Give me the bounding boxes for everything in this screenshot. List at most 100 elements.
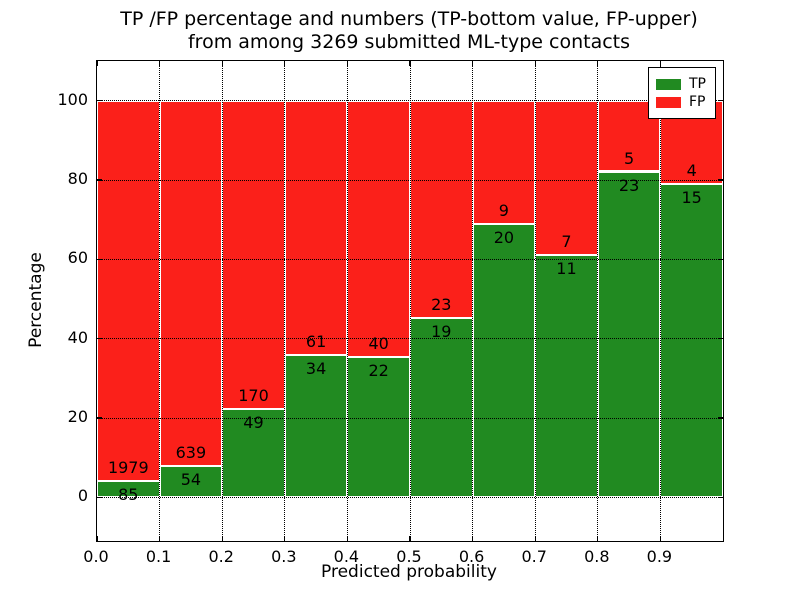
chart-title-line1: TP /FP percentage and numbers (TP-bottom…: [120, 8, 698, 30]
tp-count-label: 11: [556, 258, 577, 278]
horizontal-gridline: [97, 496, 723, 498]
x-tick-label: 0.7: [521, 547, 547, 566]
x-tick-label: 0.8: [584, 547, 610, 566]
vertical-gridline: [659, 61, 661, 541]
y-tick-label: 80: [67, 169, 88, 188]
legend-swatch-tp: [656, 78, 681, 90]
bar-fp-segment: [222, 100, 285, 409]
vertical-gridline: [534, 61, 536, 541]
y-tick-mark: [97, 100, 102, 102]
bar-tp-segment: [597, 171, 661, 498]
x-tick-mark: [534, 536, 536, 541]
x-tick-mark: [221, 61, 223, 66]
y-tick-mark: [718, 100, 723, 102]
y-tick-mark: [97, 496, 102, 498]
vertical-gridline: [597, 61, 599, 541]
bar-tp-segment: [284, 355, 348, 498]
chart-title-line2: from among 3269 submitted ML-type contac…: [187, 31, 631, 53]
vertical-gridline: [221, 61, 223, 541]
bar-fp-segment: [347, 100, 410, 357]
x-tick-label: 0.0: [83, 547, 109, 566]
y-tick-mark: [97, 417, 102, 419]
bar-fp-segment: [97, 100, 160, 481]
x-tick-mark: [346, 536, 349, 541]
y-tick-label: 60: [67, 248, 88, 268]
plot-area: 1979 85 639 54 170 49 61 34 40 22 23 19 9 20 7 11 5 23 4 15…: [96, 60, 724, 542]
tp-count-label: 85: [118, 485, 139, 505]
x-tick-label: 0.3: [271, 547, 297, 566]
fp-count-label: 7: [561, 231, 572, 251]
tp-count-label: 34: [305, 359, 327, 379]
fp-count-label: 9: [498, 200, 509, 220]
x-tick-mark: [346, 61, 349, 66]
bar-tp-segment: [159, 466, 223, 498]
bar-tp-segment: [535, 254, 598, 498]
bar-tp-segment: [472, 223, 536, 498]
x-axis-label: Predicted probability: [321, 562, 497, 582]
y-tick-label: 20: [67, 407, 88, 427]
vertical-gridline: [346, 61, 348, 541]
legend-label: FP: [689, 94, 706, 110]
x-tick-mark: [158, 61, 161, 66]
y-tick-mark: [718, 496, 723, 498]
tp-count-label: 19: [431, 321, 452, 341]
fp-count-label: 1979: [107, 458, 149, 478]
x-tick-label: 0.5: [396, 547, 422, 566]
y-tick-mark: [718, 338, 723, 340]
tp-count-label: 20: [493, 227, 515, 247]
y-tick-mark: [718, 417, 723, 419]
x-tick-label: 0.6: [458, 547, 485, 566]
x-tick-mark: [471, 61, 474, 66]
y-tick-mark: [97, 258, 102, 260]
vertical-gridline: [284, 61, 286, 541]
horizontal-gridline: [97, 338, 723, 340]
tp-count-label: 54: [180, 470, 202, 490]
x-tick-mark: [158, 536, 161, 541]
fp-count-label: 170: [238, 385, 269, 405]
vertical-gridline: [159, 61, 161, 541]
horizontal-gridline: [97, 258, 723, 260]
x-tick-label: 0.2: [208, 547, 234, 566]
tp-count-label: 23: [618, 175, 640, 195]
tp-count-label: 15: [681, 188, 702, 208]
y-tick-mark: [718, 258, 723, 260]
x-tick-mark: [284, 536, 286, 541]
x-tick-label: 0.9: [646, 547, 673, 566]
bar-fp-segment: [284, 100, 348, 356]
legend-item: FP: [656, 95, 706, 109]
fp-count-label: 40: [368, 333, 389, 353]
x-tick-mark: [597, 536, 599, 541]
y-tick-label: 0: [77, 486, 88, 506]
x-tick-mark: [96, 61, 98, 66]
legend: TP FP: [648, 67, 716, 119]
fp-count-label: 639: [175, 443, 207, 463]
vertical-gridline: [409, 61, 411, 541]
x-tick-mark: [96, 536, 98, 541]
y-tick-mark: [97, 179, 102, 181]
x-tick-mark: [284, 61, 286, 66]
fp-count-label: 4: [686, 161, 697, 181]
bar-tp-segment: [222, 408, 285, 498]
legend-label: TP: [689, 76, 706, 92]
y-tick-label: 40: [67, 327, 88, 347]
fp-count-label: 5: [624, 148, 635, 168]
x-tick-mark: [659, 536, 662, 541]
legend-item: TP: [656, 77, 706, 91]
bar-tp-segment: [660, 184, 723, 498]
y-tick-mark: [718, 179, 723, 181]
horizontal-gridline: [97, 179, 723, 181]
bar-tp-segment: [410, 317, 473, 498]
bar-fp-segment: [159, 100, 223, 467]
x-tick-mark: [471, 536, 474, 541]
x-tick-mark: [221, 536, 223, 541]
vertical-gridline: [472, 61, 474, 541]
x-tick-label: 0.1: [145, 547, 172, 566]
fp-count-label: 61: [305, 332, 327, 352]
chart-title: TP /FP percentage and numbers (TP-bottom…: [96, 8, 722, 54]
y-tick-label: 100: [57, 89, 88, 109]
x-tick-mark: [659, 61, 662, 66]
tp-count-label: 49: [243, 412, 264, 432]
x-tick-mark: [597, 61, 599, 66]
x-tick-mark: [534, 61, 536, 66]
